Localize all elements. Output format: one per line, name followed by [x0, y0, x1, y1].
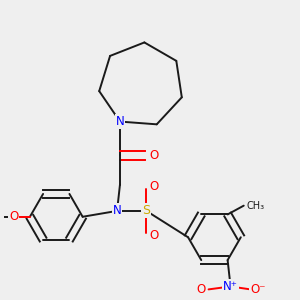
Text: O: O: [149, 149, 158, 162]
Text: O: O: [196, 283, 206, 296]
Text: N: N: [116, 115, 124, 128]
Text: O: O: [9, 210, 18, 223]
Text: CH₃: CH₃: [247, 201, 265, 211]
Text: N: N: [113, 204, 122, 218]
Text: S: S: [142, 204, 150, 218]
Text: O: O: [149, 179, 158, 193]
Text: N⁺: N⁺: [223, 280, 238, 293]
Text: O⁻: O⁻: [250, 283, 266, 296]
Text: O: O: [149, 229, 158, 242]
